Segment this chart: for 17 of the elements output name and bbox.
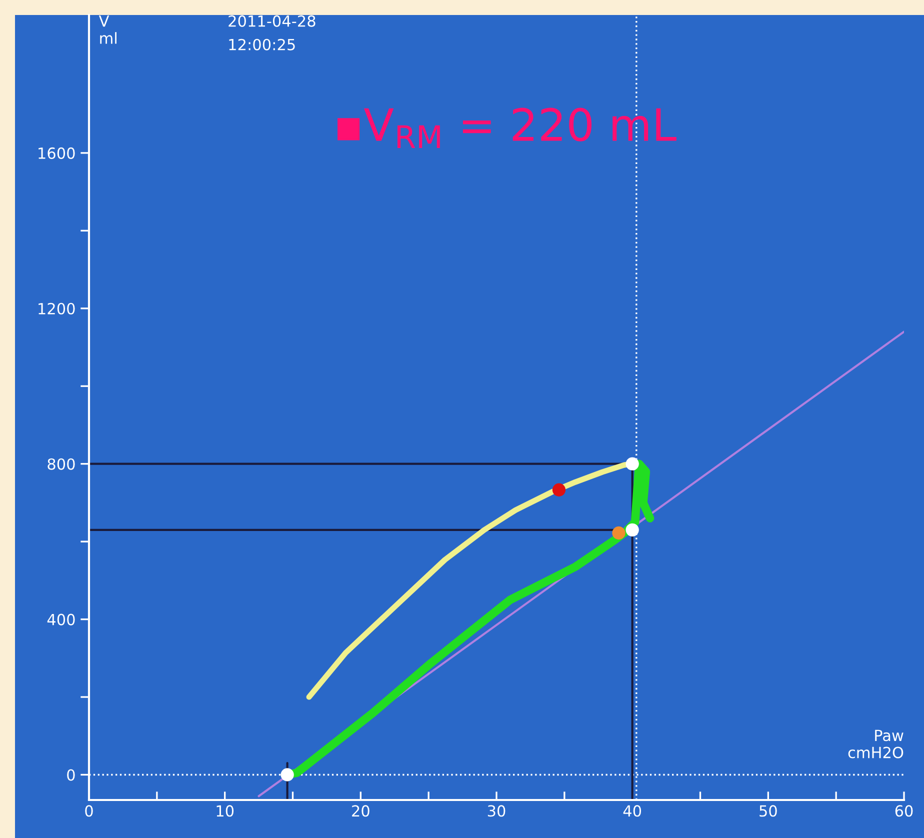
annotation: ▪V$_{RM}$ = 220 mL [338,108,676,148]
x-tick-label: 0 [85,805,93,817]
y-axis-title: V ml [98,15,116,44]
x-axis-title: Paw cmH2O [848,730,904,758]
x-tick-label: 30 [488,805,506,817]
y-tick-label: 800 [48,458,75,470]
annotation: 12:00:25 [229,38,295,50]
y-tick-label: 0 [67,769,75,781]
x-tick-label: 40 [623,805,642,817]
y-tick-label: 1600 [38,147,75,159]
x-tick-label: 20 [352,805,370,817]
x-tick-label: 60 [895,805,913,817]
annotation: 2011-04-28 [228,15,316,27]
y-tick-label: 400 [47,614,75,626]
y-tick-label: 1200 [38,302,75,314]
x-tick-label: 50 [760,805,777,817]
x-tick-label: 10 [216,805,234,817]
